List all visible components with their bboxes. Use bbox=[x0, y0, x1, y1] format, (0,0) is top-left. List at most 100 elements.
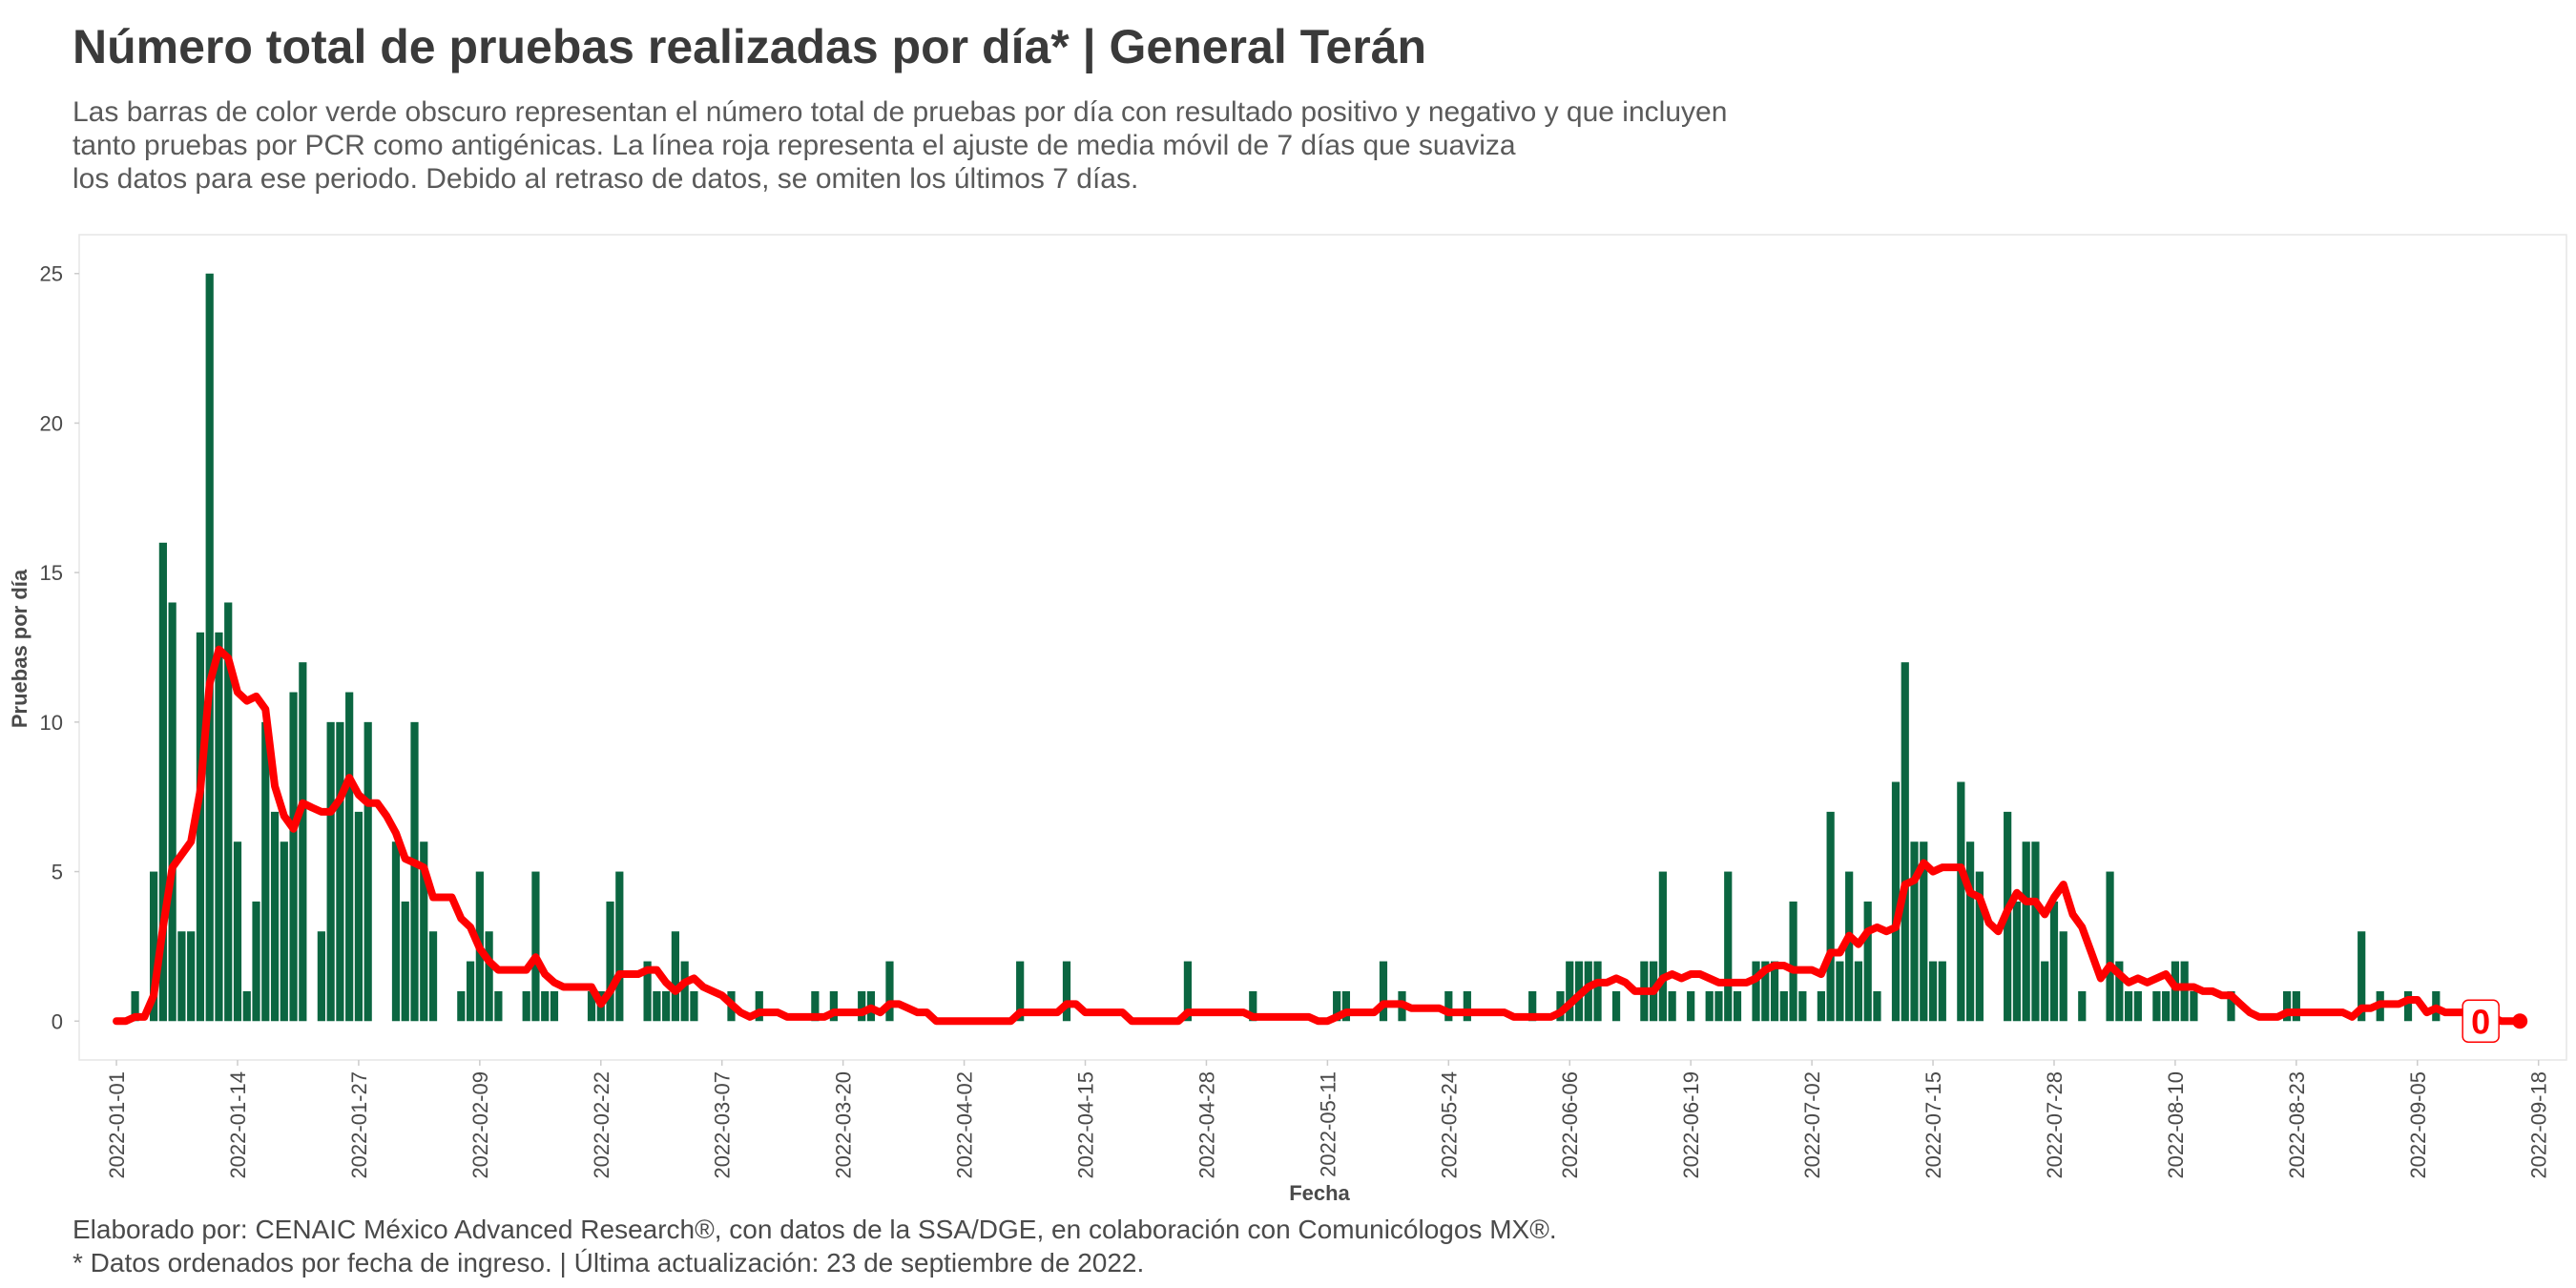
footer-note: Elaborado por: CENAIC México Advanced Re… bbox=[73, 1215, 1557, 1244]
y-tick-label: 15 bbox=[40, 561, 63, 585]
bar bbox=[485, 931, 493, 1022]
y-tick-label: 0 bbox=[52, 1009, 63, 1033]
bar bbox=[150, 871, 158, 1022]
end-label-box bbox=[2462, 999, 2500, 1044]
bar bbox=[2078, 990, 2087, 1022]
bar bbox=[1873, 990, 1881, 1022]
bar bbox=[653, 990, 661, 1022]
bar bbox=[671, 931, 679, 1022]
plot-panel bbox=[78, 234, 2567, 1061]
subtitle-line: los datos para ese periodo. Debido al re… bbox=[73, 163, 1138, 195]
bar bbox=[1556, 990, 1565, 1022]
x-tick-label: 2022-03-07 bbox=[711, 1071, 735, 1179]
bar bbox=[391, 841, 401, 1022]
bar bbox=[410, 721, 419, 1022]
x-tick-label: 2022-06-06 bbox=[1558, 1071, 1582, 1179]
bar bbox=[2124, 990, 2133, 1022]
end-point bbox=[2512, 1013, 2528, 1029]
bar bbox=[2041, 961, 2049, 1022]
x-tick-label: 2022-05-11 bbox=[1316, 1071, 1340, 1177]
bar bbox=[1836, 961, 1844, 1022]
bar bbox=[1779, 990, 1788, 1022]
bar bbox=[1714, 990, 1723, 1022]
bar bbox=[662, 990, 671, 1022]
y-tick-label: 25 bbox=[40, 262, 63, 286]
bar bbox=[829, 990, 838, 1022]
bar bbox=[858, 990, 866, 1022]
bar bbox=[1593, 961, 1602, 1022]
bar bbox=[1845, 871, 1854, 1022]
x-tick-label: 2022-01-27 bbox=[347, 1071, 371, 1179]
bar bbox=[2190, 990, 2198, 1022]
x-tick-label: 2022-08-10 bbox=[2164, 1071, 2188, 1179]
x-tick-label: 2022-07-28 bbox=[2043, 1071, 2067, 1179]
footer-note: * Datos ordenados por fecha de ingreso. … bbox=[73, 1248, 1144, 1278]
x-tick-label: 2022-09-05 bbox=[2406, 1071, 2430, 1179]
bar bbox=[317, 931, 325, 1022]
bar bbox=[2282, 990, 2292, 1022]
bar bbox=[233, 841, 242, 1022]
y-axis-title: Pruebas por día bbox=[8, 569, 31, 728]
moving-average-line bbox=[113, 645, 2524, 1026]
subtitle-line: tanto pruebas por PCR como antigénicas. … bbox=[73, 130, 1516, 161]
x-tick-label: 2022-09-18 bbox=[2527, 1071, 2551, 1179]
bar bbox=[205, 273, 214, 1022]
bar bbox=[606, 901, 614, 1022]
bar bbox=[1687, 990, 1695, 1022]
bar bbox=[1826, 811, 1835, 1022]
bar bbox=[1183, 961, 1193, 1022]
bar bbox=[2403, 990, 2413, 1022]
bar bbox=[494, 990, 503, 1022]
bar bbox=[2162, 990, 2171, 1022]
bar bbox=[1733, 990, 1742, 1022]
bar bbox=[354, 811, 364, 1022]
bar bbox=[2031, 841, 2040, 1022]
bar bbox=[187, 931, 196, 1022]
bar bbox=[364, 721, 372, 1022]
y-tick-label: 20 bbox=[40, 411, 63, 435]
bar bbox=[466, 961, 475, 1022]
bar bbox=[1724, 871, 1733, 1022]
bar bbox=[1957, 781, 1965, 1022]
bar bbox=[2049, 901, 2059, 1022]
bar bbox=[1658, 871, 1667, 1022]
bar bbox=[2292, 990, 2300, 1022]
bar bbox=[1863, 901, 1872, 1022]
bar bbox=[1752, 961, 1760, 1022]
y-tick-label: 5 bbox=[52, 861, 63, 884]
bar bbox=[2180, 961, 2189, 1022]
bar bbox=[2115, 961, 2124, 1022]
bar bbox=[755, 990, 763, 1022]
bar bbox=[1379, 961, 1388, 1022]
bar bbox=[224, 602, 233, 1022]
x-tick-label: 2022-01-01 bbox=[105, 1071, 129, 1179]
bar bbox=[1062, 961, 1071, 1022]
bar bbox=[196, 632, 205, 1022]
bar bbox=[1975, 871, 1984, 1022]
bar bbox=[680, 961, 689, 1022]
bar bbox=[811, 990, 820, 1022]
bar bbox=[1938, 961, 1946, 1022]
bar bbox=[1249, 990, 1257, 1022]
end-label: 0 bbox=[2471, 1002, 2490, 1041]
bar bbox=[336, 721, 344, 1022]
bar bbox=[2152, 990, 2161, 1022]
bar bbox=[131, 990, 139, 1022]
bar bbox=[1817, 990, 1825, 1022]
x-tick-label: 2022-02-22 bbox=[590, 1071, 613, 1179]
bar bbox=[1444, 990, 1453, 1022]
bar bbox=[885, 961, 894, 1022]
x-tick-label: 2022-01-14 bbox=[226, 1071, 250, 1179]
bar bbox=[1928, 961, 1938, 1022]
x-tick-label: 2022-08-23 bbox=[2285, 1071, 2309, 1179]
bar bbox=[2059, 931, 2067, 1022]
x-tick-label: 2022-05-24 bbox=[1437, 1071, 1461, 1179]
x-tick-label: 2022-04-15 bbox=[1074, 1071, 1098, 1179]
bar bbox=[690, 990, 698, 1022]
x-tick-label: 2022-04-28 bbox=[1195, 1071, 1218, 1179]
bar bbox=[1611, 990, 1621, 1022]
bar bbox=[270, 811, 280, 1022]
bar bbox=[261, 721, 270, 1022]
